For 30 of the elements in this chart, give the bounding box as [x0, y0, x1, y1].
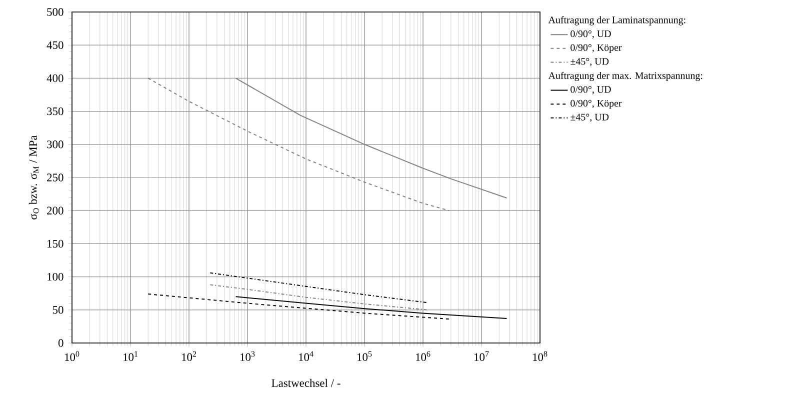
y-tick-label: 350	[47, 107, 64, 116]
y-tick-label: 100	[48, 272, 64, 281]
x-tick-label: 10$^{4}$	[299, 351, 314, 361]
y-axis-title: σ$_{O}$ bzw. σ$_{M}$ / MPa	[28, 135, 39, 220]
x-tick-label: 10$^{3}$	[240, 351, 255, 362]
x-tick-label: 10$^{7}$	[474, 351, 489, 361]
text: Auftragung der Laminatspannung:	[548, 16, 686, 26]
legend-label: 0/90°, UD	[570, 86, 611, 94]
x-tick-label: 10$^{8}$	[533, 351, 548, 362]
x-tick-label: 10$^{1}$	[124, 351, 138, 362]
x-tick-label: 10$^{0}$	[65, 351, 80, 362]
y-tick-label: 50	[52, 306, 64, 314]
text: Auftragung der max. Matrixspannung:	[548, 72, 702, 82]
x-tick-label: 10$^{2}$	[182, 351, 196, 362]
legend-label: 0/90°, Köper	[570, 44, 622, 53]
x-axis-title: Lastwechsel / -	[272, 378, 340, 387]
y-tick-label: 300	[47, 140, 64, 148]
y-tick-label: 450	[46, 41, 64, 49]
legend-label: 0/90°, UD	[570, 30, 611, 39]
y-tick-label: 250	[47, 174, 64, 182]
legend-label: ±45°, UD	[570, 58, 609, 66]
y-tick-label: 200	[47, 206, 64, 214]
y-tick-label: 400	[46, 74, 64, 82]
legend-label: ±45°, UD	[570, 114, 609, 122]
y-tick-label: 150	[48, 240, 64, 248]
y-tick-label: 0	[58, 339, 64, 347]
y-tick-label: 500	[47, 8, 64, 16]
legend-label: 0/90°, Köper	[570, 100, 622, 109]
x-tick-label: 10$^{6}$	[416, 351, 430, 362]
x-tick-label: 10$^{5}$	[358, 351, 372, 361]
